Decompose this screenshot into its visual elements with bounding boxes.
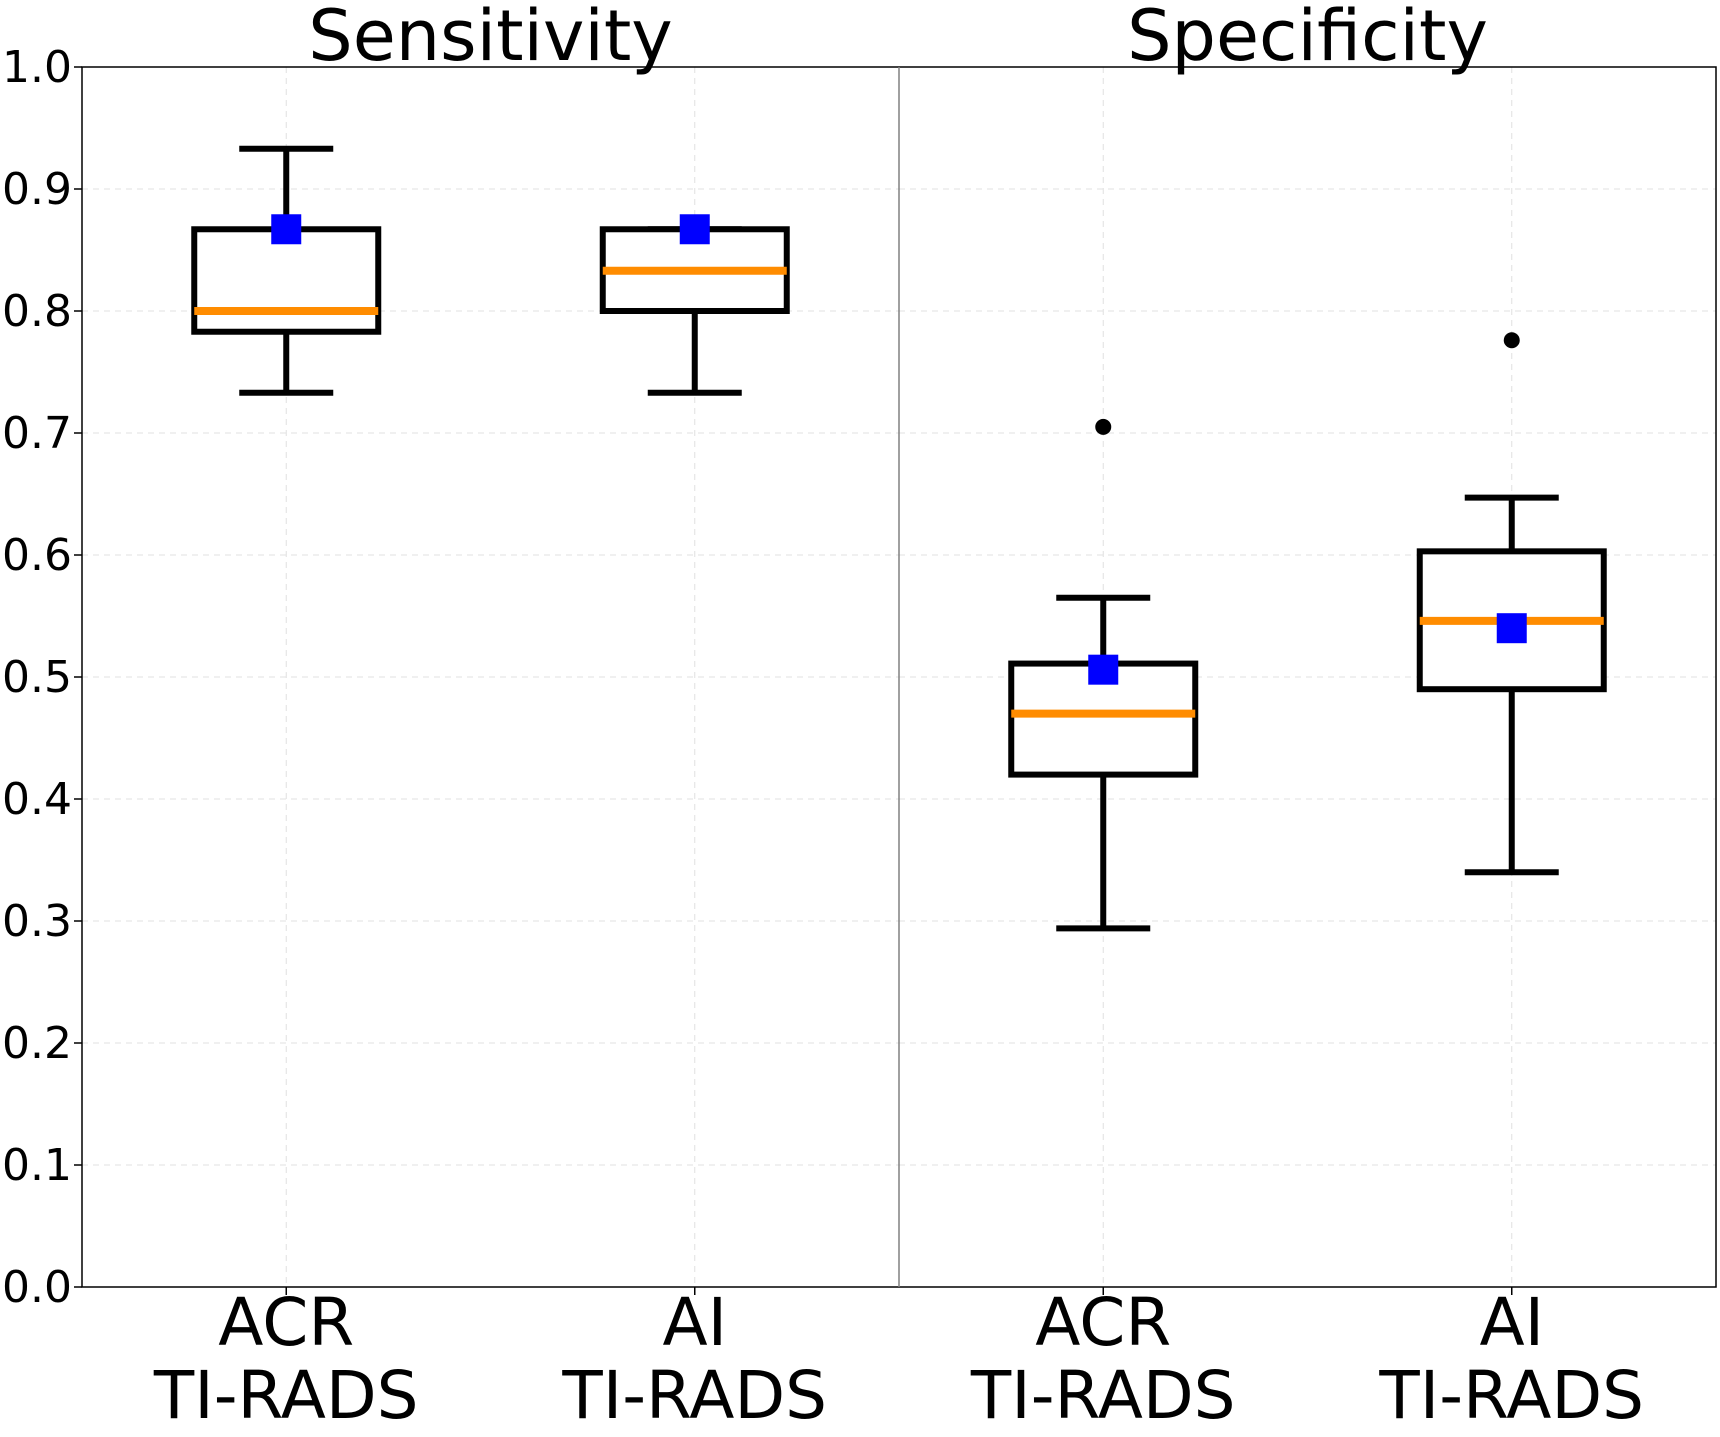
y-tick-label: 0.0 (2, 1262, 72, 1313)
y-tick-label: 0.2 (2, 1018, 72, 1069)
y-tick-label: 1.0 (2, 42, 72, 93)
box-0-1 (599, 214, 790, 396)
outlier-point (1095, 418, 1112, 435)
y-tick-label: 0.4 (2, 774, 72, 825)
y-tick-label: 0.6 (2, 530, 72, 581)
box-1-0 (1008, 418, 1199, 932)
x-tick-label-line2: TI-RADS (561, 1357, 827, 1432)
x-tick-label-line2: TI-RADS (970, 1357, 1236, 1432)
x-tick-label-line1: ACR (1035, 1284, 1171, 1361)
x-tick-label-line1: AI (1479, 1284, 1544, 1361)
x-tick-label-line2: TI-RADS (1378, 1357, 1644, 1432)
panel-title: Sensitivity (308, 0, 672, 77)
outlier-point (1503, 332, 1520, 349)
x-tick-label-line1: AI (662, 1284, 727, 1361)
y-tick-label: 0.7 (2, 408, 72, 459)
panel-title: Specificity (1127, 0, 1488, 77)
y-tick-label: 0.5 (2, 652, 72, 703)
box-1-1 (1416, 332, 1607, 876)
iqr-box (191, 226, 382, 335)
y-tick-label: 0.1 (2, 1140, 72, 1191)
x-tick-label-line2: TI-RADS (153, 1357, 419, 1432)
mean-marker (679, 214, 710, 245)
y-tick-label: 0.8 (2, 286, 72, 337)
x-tick-label-line1: ACR (218, 1284, 354, 1361)
y-tick-label: 0.3 (2, 896, 72, 947)
mean-marker (1496, 613, 1527, 644)
mean-marker (1088, 654, 1119, 685)
mean-marker (271, 214, 302, 245)
y-tick-label: 0.9 (2, 164, 72, 215)
box-0-0 (191, 145, 382, 396)
